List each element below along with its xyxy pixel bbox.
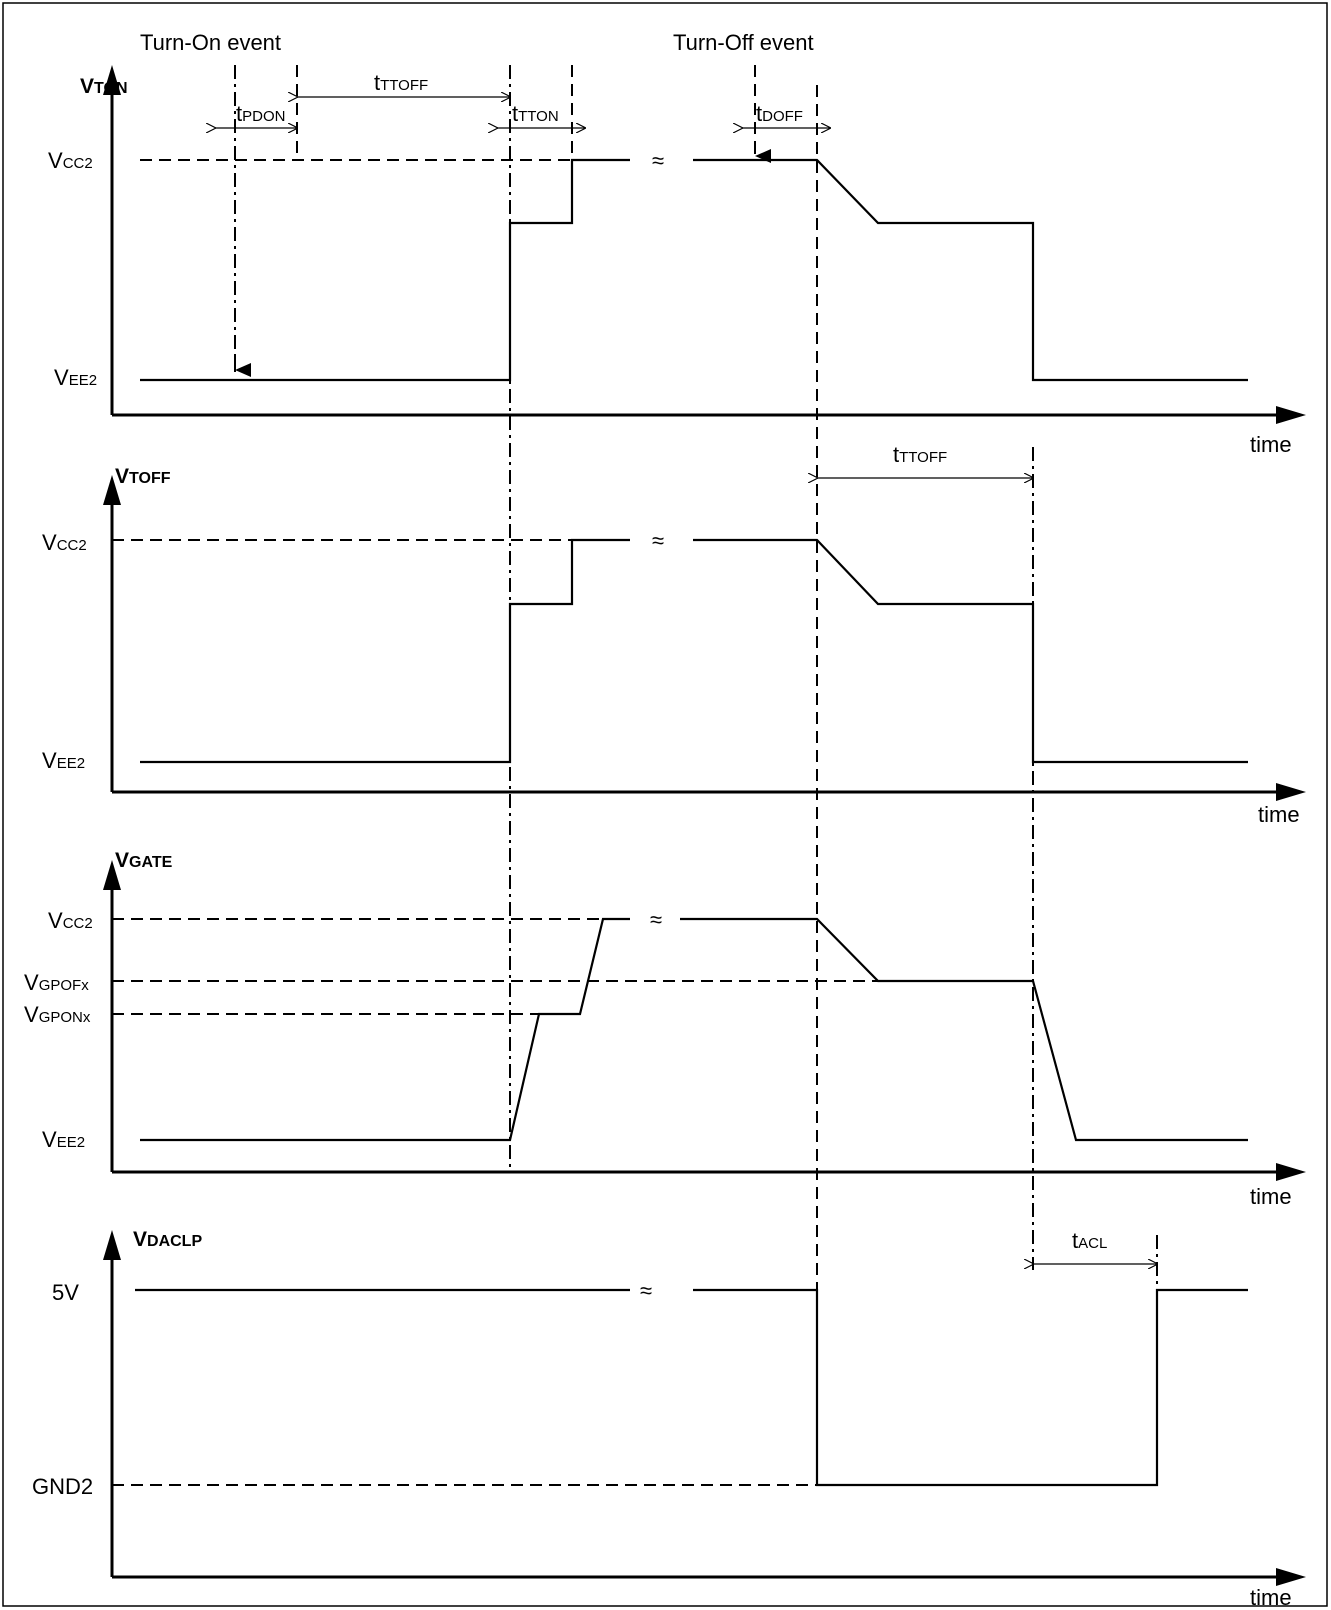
vgate-vgpof-label: VGPOFx: [24, 970, 89, 995]
vgate-vcc2-label: VCC2: [48, 908, 93, 933]
tdoff-label: tDOFF: [756, 101, 803, 126]
vtoff-x-axis-arrowhead: [1276, 783, 1306, 801]
vtoff-waveform-a: [140, 538, 630, 764]
vdaclp-5v-label: 5V: [52, 1280, 79, 1305]
vgate-axis-title: VGATE: [115, 849, 173, 872]
panel-vgate: VGATE time VCC2 VGPOFx VGPONx VEE2 ≈: [24, 849, 1306, 1209]
vtoff-vee2-label: VEE2: [42, 748, 85, 773]
ttton-label: tTTON: [512, 101, 559, 126]
vgate-break-mark: ≈: [650, 907, 662, 932]
turn-on-event-label: Turn-On event: [140, 30, 281, 55]
vdaclp-break-mark: ≈: [640, 1278, 652, 1303]
tttoff-mid-label: tTTOFF: [893, 442, 947, 467]
vtoff-axis-title: VTOFF: [115, 465, 171, 488]
tpdon-label: tPDON: [236, 101, 285, 126]
vgate-vee2-label: VEE2: [42, 1127, 85, 1152]
vdaclp-axis-title: VDACLP: [133, 1228, 202, 1251]
vdaclp-time-label: time: [1250, 1585, 1292, 1610]
vton-break-mark: ≈: [652, 148, 664, 173]
vtoff-break-mark: ≈: [652, 528, 664, 553]
vton-waveform-b: [693, 158, 1248, 382]
vton-vee2-label: VEE2: [54, 365, 97, 390]
vtoff-y-axis-arrowhead: [103, 475, 121, 505]
vdaclp-gnd2-label: GND2: [32, 1474, 93, 1499]
vton-y-axis-arrowhead: [103, 65, 121, 95]
panel-vdaclp: VDACLP time 5V GND2 ≈ tACL: [32, 1228, 1306, 1610]
vgate-waveform-a: [140, 917, 630, 1142]
vtoff-time-label: time: [1258, 802, 1300, 827]
vgate-y-axis-arrowhead: [103, 860, 121, 890]
vton-x-axis-arrowhead: [1276, 406, 1306, 424]
panel-vton: VTON time VCC2 VEE2 ≈ tPDON tTTOFF tTTON…: [48, 65, 1306, 457]
vgate-x-axis-arrowhead: [1276, 1163, 1306, 1181]
panel-vtoff: VTOFF time VCC2 VEE2 ≈ tTTOFF: [42, 442, 1306, 827]
vtoff-vcc2-label: VCC2: [42, 530, 87, 555]
vton-waveform-a: [140, 158, 630, 382]
vgate-vgpon-label: VGPONx: [24, 1002, 91, 1027]
vton-vcc2-label: VCC2: [48, 148, 93, 173]
vdaclp-y-axis-arrowhead: [103, 1230, 121, 1260]
vgate-time-label: time: [1250, 1184, 1292, 1209]
tacl-label: tACL: [1072, 1228, 1107, 1253]
vdaclp-x-axis-arrowhead: [1276, 1568, 1306, 1586]
tttoff-top-label: tTTOFF: [374, 70, 428, 95]
vgate-waveform-b: [680, 917, 1248, 1142]
turn-off-event-label: Turn-Off event: [673, 30, 814, 55]
vtoff-waveform-b: [693, 538, 1248, 764]
vdaclp-waveform-b: [693, 1288, 1248, 1487]
vton-axis-title: VTON: [80, 75, 128, 98]
vton-time-label: time: [1250, 432, 1292, 457]
